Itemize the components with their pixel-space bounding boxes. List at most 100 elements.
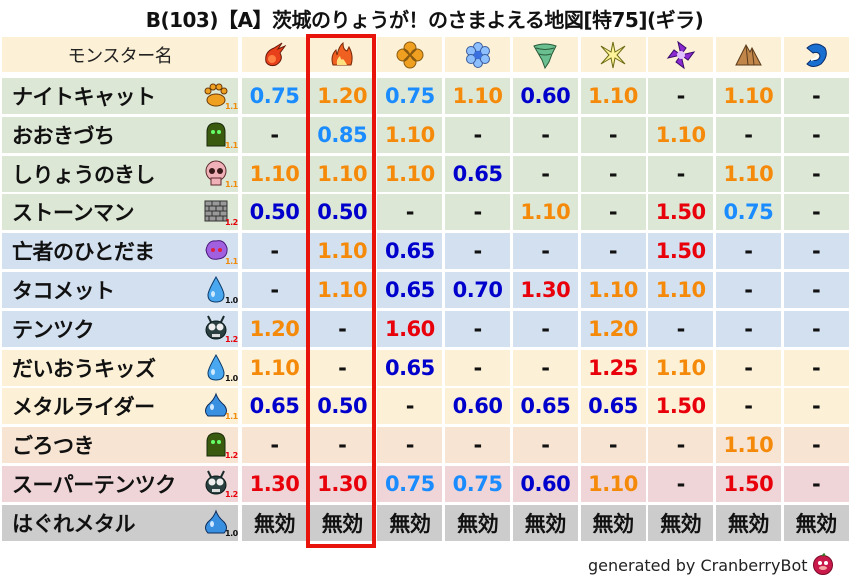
- dark-pinwheel-icon: [666, 40, 695, 69]
- monster-name: ナイトキャット: [12, 85, 156, 109]
- monster-name: タコメット: [12, 279, 115, 303]
- resistance-value: 1.10: [309, 272, 375, 308]
- resistance-value: 0.75: [377, 466, 443, 502]
- monster-level: 1.0: [225, 373, 238, 383]
- paw-icon: [204, 83, 228, 107]
- table-row: ごろつき 1.2- - - - - - -1.10-: [2, 427, 849, 464]
- resistance-value: -: [783, 155, 849, 192]
- resistance-value: -: [783, 427, 849, 464]
- water-wave-icon: [806, 43, 827, 67]
- table-row: ストーンマン 1.2 0.50 0.50- -1.10-1.50 0.75-: [2, 194, 849, 231]
- resistance-value: 1.10: [377, 155, 443, 192]
- resistance-value: 1.20: [580, 310, 646, 347]
- resistance-value: 1.10: [377, 116, 443, 153]
- ice-flower-icon: [465, 41, 490, 68]
- footer-credit: generated by CranberryBot: [588, 556, 808, 575]
- resistance-value: -: [309, 349, 375, 386]
- resistance-value: 無効: [580, 504, 646, 541]
- resistance-value: 0.65: [445, 155, 511, 192]
- table-row: ナイトキャット 1.1 0.75 1.20 0.75 1.10 0.60 1.10-1.10-: [2, 78, 849, 114]
- monster-name: はぐれメタル: [12, 511, 136, 536]
- resistance-value: 0.65: [242, 388, 307, 425]
- resistance-value: 1.10: [242, 155, 307, 192]
- water-drop-icon: [207, 353, 225, 381]
- resistance-value: 0.65: [377, 233, 443, 270]
- light-star-icon: [600, 41, 626, 68]
- resistance-value: 無効: [648, 504, 714, 541]
- resistance-value: 0.50: [242, 194, 307, 231]
- resistance-value: -: [445, 116, 511, 153]
- resistance-value: -: [783, 116, 849, 153]
- resistance-value: -: [715, 233, 781, 270]
- header-element-2: [377, 37, 443, 72]
- bug-icon: [205, 315, 227, 340]
- resistance-value: 1.50: [648, 194, 714, 231]
- table-row: だいおうキッズ 1.0 1.10-0.65- -1.25 1.10- -: [2, 349, 849, 386]
- header-element-1: [309, 37, 375, 72]
- monster-level: 1.1: [225, 257, 238, 267]
- monster-level: 1.1: [225, 102, 238, 111]
- monster-name-cell: タコメット 1.0: [2, 272, 238, 308]
- resistance-value: 0.75: [242, 78, 307, 114]
- header-element-6: [648, 37, 714, 72]
- resistance-value: -: [783, 388, 849, 425]
- resistance-value: 0.70: [445, 272, 511, 308]
- skull-icon: [205, 160, 227, 186]
- resistance-value: -: [580, 116, 646, 153]
- resistance-value: -: [715, 272, 781, 308]
- resistance-value: 1.30: [309, 466, 375, 502]
- resistance-value: 1.10: [648, 272, 714, 308]
- resistance-value: -: [512, 310, 578, 347]
- resistance-value: -: [242, 233, 307, 270]
- resistance-value: -: [715, 310, 781, 347]
- water-drop-icon: [207, 275, 225, 303]
- table-row: スーパーテンツク 1.2 1.30 1.30 0.75 0.75 0.60 1.10-1.50…: [2, 466, 849, 502]
- resistance-value: -: [377, 427, 443, 464]
- monster-name-cell: ごろつき 1.2: [2, 427, 238, 464]
- rock-pyramid-icon: [735, 43, 763, 65]
- monster-name-cell: だいおうキッズ 1.0: [2, 349, 238, 386]
- monster-level: 1.1: [225, 412, 238, 422]
- flame-icon: [331, 41, 353, 65]
- monster-level: 1.2: [225, 451, 238, 461]
- resistance-value: 0.75: [377, 78, 443, 114]
- header-element-7: [715, 37, 781, 72]
- resistance-value: 1.10: [648, 116, 714, 153]
- resistance-value: 0.85: [309, 116, 375, 153]
- monster-name-cell: ストーンマン 1.2: [2, 194, 238, 231]
- table-row: テンツク 1.2 1.20-1.60- -1.20- - -: [2, 310, 849, 347]
- resistance-value: 無効: [715, 504, 781, 541]
- table-header-row: モンスター名: [2, 37, 849, 72]
- monster-name-cell: おおきづち 1.1: [2, 116, 238, 153]
- resistance-value: -: [783, 349, 849, 386]
- resistance-value: 1.10: [715, 427, 781, 464]
- page-title: B(103)【A】茨城のりょうが！のさまよえる地図[特75](ギラ): [145, 8, 704, 32]
- resistance-value: -: [445, 194, 511, 231]
- monster-level: 1.1: [225, 140, 238, 150]
- table-row: しりょうのきし 1.1 1.10 1.10 1.10 0.65- - -1.10-: [2, 155, 849, 192]
- resistance-value: 1.50: [648, 233, 714, 270]
- resistance-value: -: [648, 310, 714, 347]
- resistance-value: 1.10: [309, 155, 375, 192]
- header-element-4: [512, 37, 578, 72]
- resistance-value: 0.50: [309, 194, 375, 231]
- green-ghost-icon: [206, 122, 226, 147]
- table-row: はぐれメタル 1.0 無効 無効 無効 無効 無効 無効 無効 無効 無効: [2, 504, 849, 541]
- resistance-value: 0.65: [377, 349, 443, 386]
- cranberry-bot-icon: [813, 553, 833, 575]
- resistance-value: -: [377, 388, 443, 425]
- resistance-value: 0.60: [512, 78, 578, 114]
- monster-name-cell: スーパーテンツク 1.2: [2, 466, 238, 502]
- resistance-value: 1.50: [648, 388, 714, 425]
- monster-name-cell: テンツク 1.2: [2, 310, 238, 347]
- resistance-value: -: [512, 155, 578, 192]
- monster-name-cell: メタルライダー 1.1: [2, 388, 238, 425]
- monster-name: だいおうキッズ: [12, 356, 156, 381]
- resistance-value: -: [783, 466, 849, 502]
- resistance-value: 0.75: [715, 194, 781, 231]
- green-ghost-icon: [206, 432, 226, 457]
- resistance-value: 1.30: [512, 272, 578, 308]
- slime-icon: [205, 392, 227, 417]
- resistance-value: -: [445, 310, 511, 347]
- resistance-value: 1.50: [715, 466, 781, 502]
